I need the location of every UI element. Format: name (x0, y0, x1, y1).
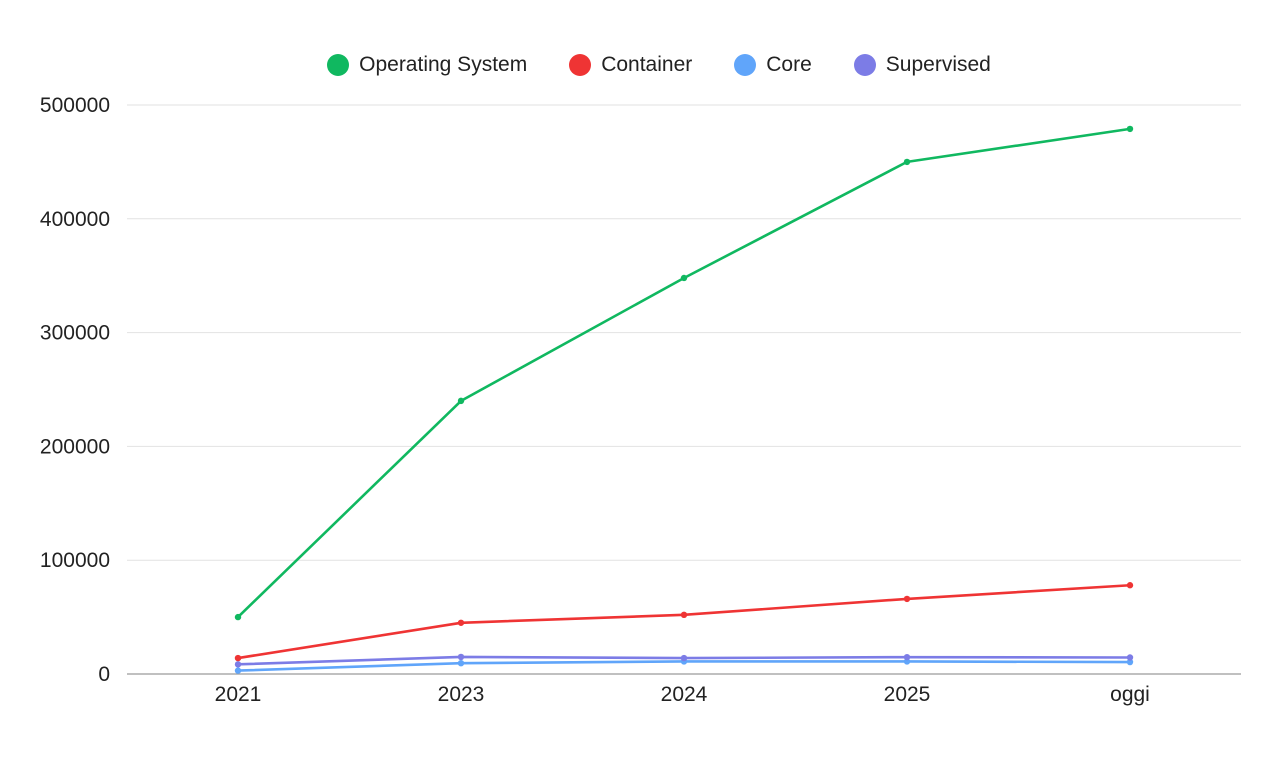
data-point-operating-system (234, 613, 242, 621)
legend-item-supervised[interactable]: Supervised (853, 53, 991, 77)
series-line-operating-system (236, 127, 1132, 619)
data-point-supervised (234, 661, 242, 668)
y-tick-label: 100000 (40, 549, 110, 572)
legend-label-supervised: Supervised (885, 53, 991, 76)
data-point-container (903, 595, 911, 603)
data-point-supervised (903, 653, 911, 661)
x-tick-label: 2025 (884, 683, 931, 706)
data-point-operating-system (903, 158, 911, 166)
series-line-container (236, 583, 1132, 660)
data-point-core (1126, 658, 1134, 666)
x-tick-label: 2024 (661, 683, 708, 706)
data-point-container (457, 619, 465, 626)
data-point-container (1126, 582, 1134, 589)
legend-item-core[interactable]: Core (734, 53, 812, 77)
data-point-container (680, 611, 688, 619)
legend-swatch-container (569, 54, 592, 76)
data-point-supervised (1126, 654, 1134, 661)
legend-label-operating-system: Operating System (359, 53, 528, 76)
data-point-operating-system (1126, 125, 1134, 133)
data-point-operating-system (457, 397, 465, 405)
legend-swatch-operating-system (327, 54, 350, 76)
x-tick-label: oggi (1110, 683, 1150, 706)
data-point-supervised (457, 653, 465, 661)
legend-label-container: Container (601, 53, 693, 76)
data-point-container (234, 654, 242, 662)
data-point-core (234, 667, 242, 674)
x-tick-label: 2023 (438, 683, 485, 706)
data-point-operating-system (680, 274, 688, 282)
y-tick-label: 300000 (40, 322, 110, 345)
y-tick-label: 200000 (40, 435, 110, 458)
legend-item-operating-system[interactable]: Operating System (327, 53, 527, 77)
legend-item-container[interactable]: Container (569, 53, 692, 77)
legend-label-core: Core (766, 53, 812, 76)
y-tick-label: 400000 (40, 208, 110, 231)
data-point-core (457, 659, 465, 667)
legend-swatch-supervised (853, 54, 876, 76)
legend-swatch-core (734, 54, 757, 76)
y-tick-label: 500000 (40, 94, 110, 117)
y-tick-label: 0 (98, 663, 110, 686)
chart-legend: Operating System Container Core Supervis… (0, 48, 1280, 82)
x-tick-label: 2021 (215, 683, 262, 706)
data-point-supervised (680, 654, 688, 662)
